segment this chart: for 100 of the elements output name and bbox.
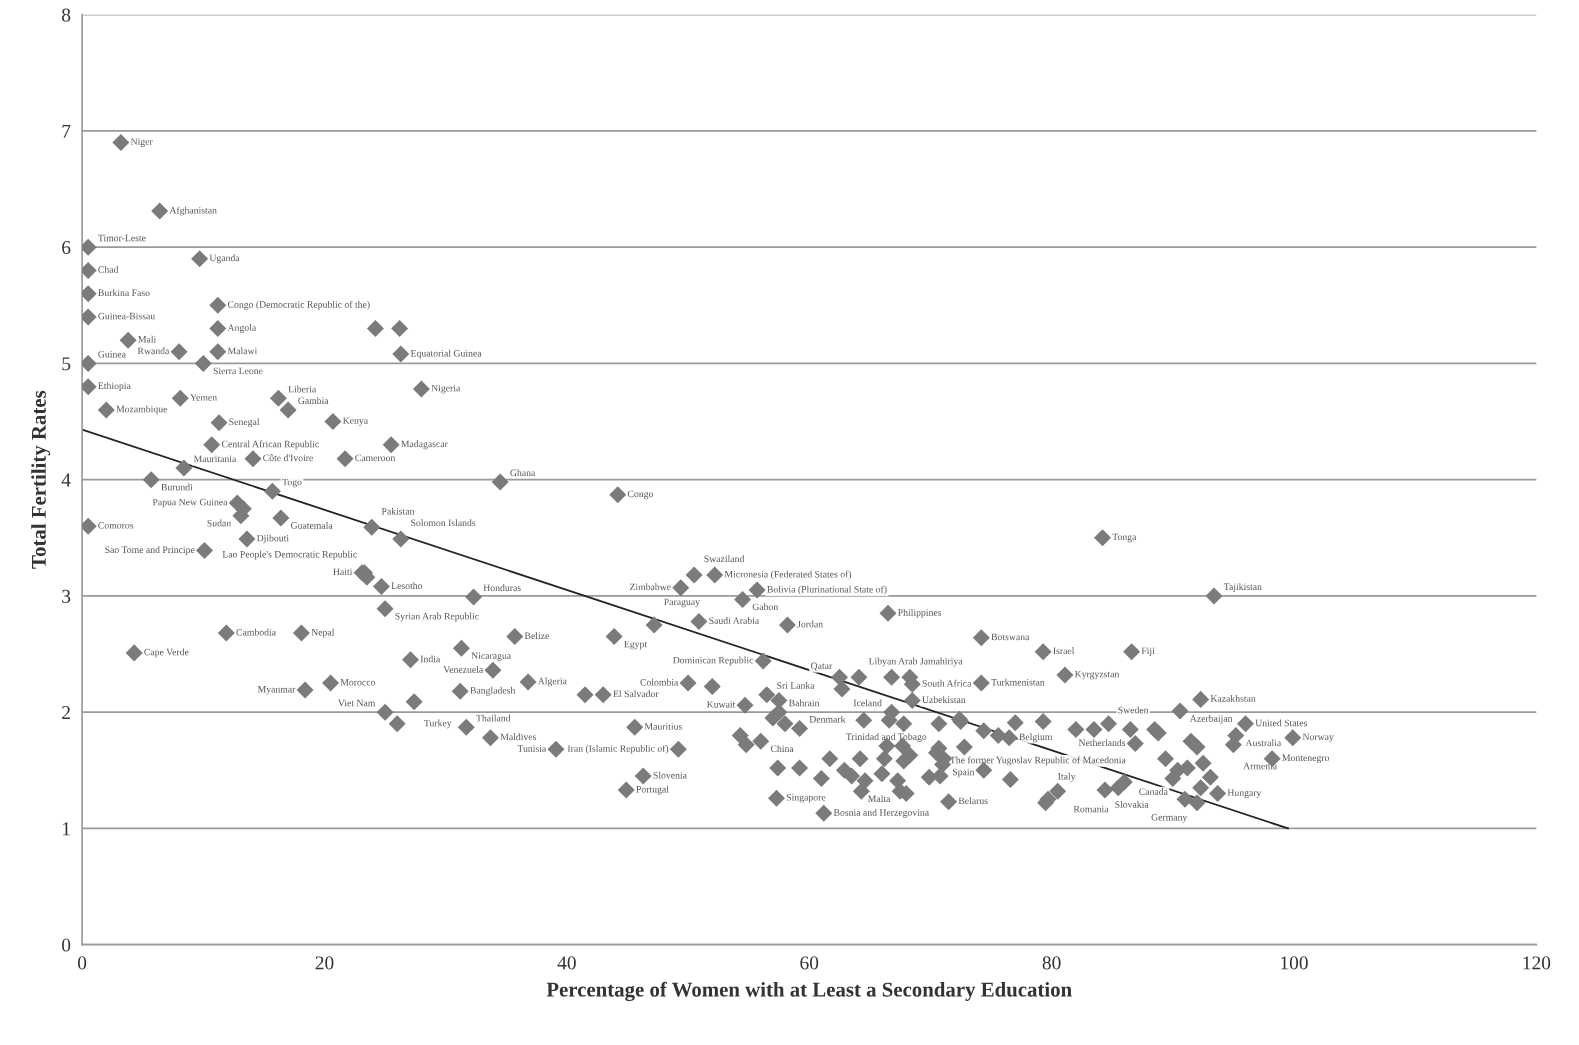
annotation: Sudan bbox=[207, 519, 231, 527]
annotation: Canada bbox=[1139, 788, 1168, 795]
annotation: Sweden bbox=[1118, 706, 1149, 714]
annotation: Dominican Republic bbox=[673, 656, 754, 666]
x-tick-label: 100 bbox=[1281, 956, 1308, 970]
annotation: Pakistan bbox=[381, 507, 415, 515]
annotation: The former Yugoslav Republic of Macedonia bbox=[950, 756, 1126, 766]
annotation: South Africa bbox=[922, 679, 972, 687]
annotation: Swaziland bbox=[704, 555, 745, 563]
annotation: Venezuela bbox=[443, 665, 484, 673]
annotation: Turkmenistan bbox=[991, 678, 1045, 686]
annotation: Tajikistan bbox=[1223, 583, 1262, 592]
annotation: Qatar bbox=[811, 662, 833, 671]
annotation: Central African Republic bbox=[221, 440, 319, 450]
annotation: Paraguay bbox=[664, 598, 700, 608]
y-tick-label: 5 bbox=[62, 357, 71, 371]
annotation: Hungary bbox=[1227, 789, 1262, 798]
annotation: Burundi bbox=[161, 483, 193, 491]
annotation: Bosnia and Herzegovina bbox=[833, 808, 929, 818]
annotation: Jordan bbox=[797, 620, 823, 628]
annotation: Djibouti bbox=[256, 534, 289, 544]
annotation: Comoros bbox=[98, 522, 134, 529]
y-tick-label: 0 bbox=[62, 938, 71, 952]
annotation: Ethiopia bbox=[98, 382, 131, 392]
annotation: Equatorial Guinea bbox=[410, 349, 482, 359]
annotation: Congo (Democratic Republic of the) bbox=[227, 300, 370, 310]
annotation: Timor-Leste bbox=[98, 234, 146, 242]
annotation: Kyrgyzstan bbox=[1074, 670, 1120, 680]
x-tick-label: 80 bbox=[1042, 956, 1061, 970]
annotation: Zimbabwe bbox=[629, 583, 671, 591]
annotation: Australia bbox=[1245, 739, 1282, 747]
annotation: Italy bbox=[1058, 772, 1076, 782]
x-tick-label: 0 bbox=[77, 956, 87, 970]
annotation: Sierra Leone bbox=[213, 367, 263, 375]
y-tick-label: 7 bbox=[62, 124, 71, 138]
y-tick-label: 4 bbox=[61, 473, 71, 487]
annotation: Uganda bbox=[209, 254, 240, 264]
annotation: Israel bbox=[1053, 647, 1075, 655]
annotation: Kuwait bbox=[706, 701, 736, 708]
annotation: Belgium bbox=[1019, 733, 1053, 743]
annotation: Malawi bbox=[227, 347, 258, 355]
annotation: Guinea-Bissau bbox=[98, 312, 155, 320]
annotation: Cameroon bbox=[355, 454, 396, 462]
annotation: Togo bbox=[282, 478, 302, 488]
annotation: Congo bbox=[627, 490, 654, 500]
annotation: Libyan Arab Jamahiriya bbox=[868, 657, 963, 667]
annotation: Guatemala bbox=[290, 521, 333, 529]
annotation: Niger bbox=[130, 138, 153, 147]
annotation: Lao People's Democratic Republic bbox=[222, 550, 357, 560]
annotation: Bahrain bbox=[788, 699, 820, 707]
annotation: Morocco bbox=[340, 679, 375, 686]
annotation: Azerbaijan bbox=[1189, 714, 1233, 724]
annotation: Lesotho bbox=[391, 582, 423, 590]
annotation: Denmark bbox=[809, 715, 846, 723]
annotation: Cape Verde bbox=[144, 648, 189, 658]
annotation: Malta bbox=[868, 795, 891, 802]
annotation: Gambia bbox=[298, 397, 329, 404]
annotation: Tunisia bbox=[517, 745, 547, 752]
annotation: Norway bbox=[1302, 733, 1334, 743]
y-tick-label: 6 bbox=[62, 241, 71, 255]
annotation: Chad bbox=[98, 265, 119, 273]
annotation: Uzbekistan bbox=[922, 696, 966, 703]
annotation: Philippines bbox=[898, 608, 942, 618]
annotation: China bbox=[770, 745, 794, 752]
x-tick-label: 20 bbox=[315, 956, 334, 970]
annotation: Algeria bbox=[537, 677, 567, 687]
annotation: Saudi Arabia bbox=[709, 617, 760, 624]
annotation: Papua New Guinea bbox=[152, 498, 228, 508]
annotation: Tonga bbox=[1112, 533, 1137, 543]
annotation: Nigeria bbox=[431, 384, 461, 394]
annotation: Kazakhstan bbox=[1210, 694, 1256, 702]
annotation: Montenegro bbox=[1282, 754, 1330, 764]
annotation: Yemen bbox=[190, 394, 217, 401]
annotation: Spain bbox=[952, 768, 975, 778]
annotation: Angola bbox=[227, 324, 257, 333]
annotation: Gabon bbox=[752, 603, 779, 611]
annotation: Sri Lanka bbox=[777, 681, 815, 689]
annotation: Senegal bbox=[229, 418, 260, 428]
annotation: Turkey bbox=[424, 719, 452, 729]
annotation: Iceland bbox=[853, 699, 882, 707]
y-tick-label: 2 bbox=[62, 706, 70, 719]
y-tick-label: 3 bbox=[62, 589, 71, 603]
annotation: Mauritania bbox=[193, 455, 237, 463]
annotation: Solomon Islands bbox=[411, 519, 476, 527]
annotation: Burkina Faso bbox=[98, 289, 150, 297]
annotation: Germany bbox=[1151, 814, 1188, 823]
x-tick-label: 120 bbox=[1523, 956, 1551, 970]
y-tick-label: 8 bbox=[62, 8, 71, 22]
annotation: Micronesia (Federated States of) bbox=[724, 570, 852, 580]
annotation: Belarus bbox=[958, 797, 988, 805]
annotation: Cambodia bbox=[236, 628, 276, 636]
annotation: Romania bbox=[1073, 805, 1109, 813]
annotation: India bbox=[420, 655, 441, 663]
annotation: Guinea bbox=[98, 350, 126, 358]
annotation: United States bbox=[1255, 719, 1307, 727]
y-tick-label: 1 bbox=[62, 822, 70, 836]
annotation: Madagascar bbox=[401, 440, 448, 450]
annotation: Bangladesh bbox=[470, 686, 516, 696]
annotation: Honduras bbox=[483, 584, 521, 592]
annotation: Slovakia bbox=[1115, 800, 1149, 808]
